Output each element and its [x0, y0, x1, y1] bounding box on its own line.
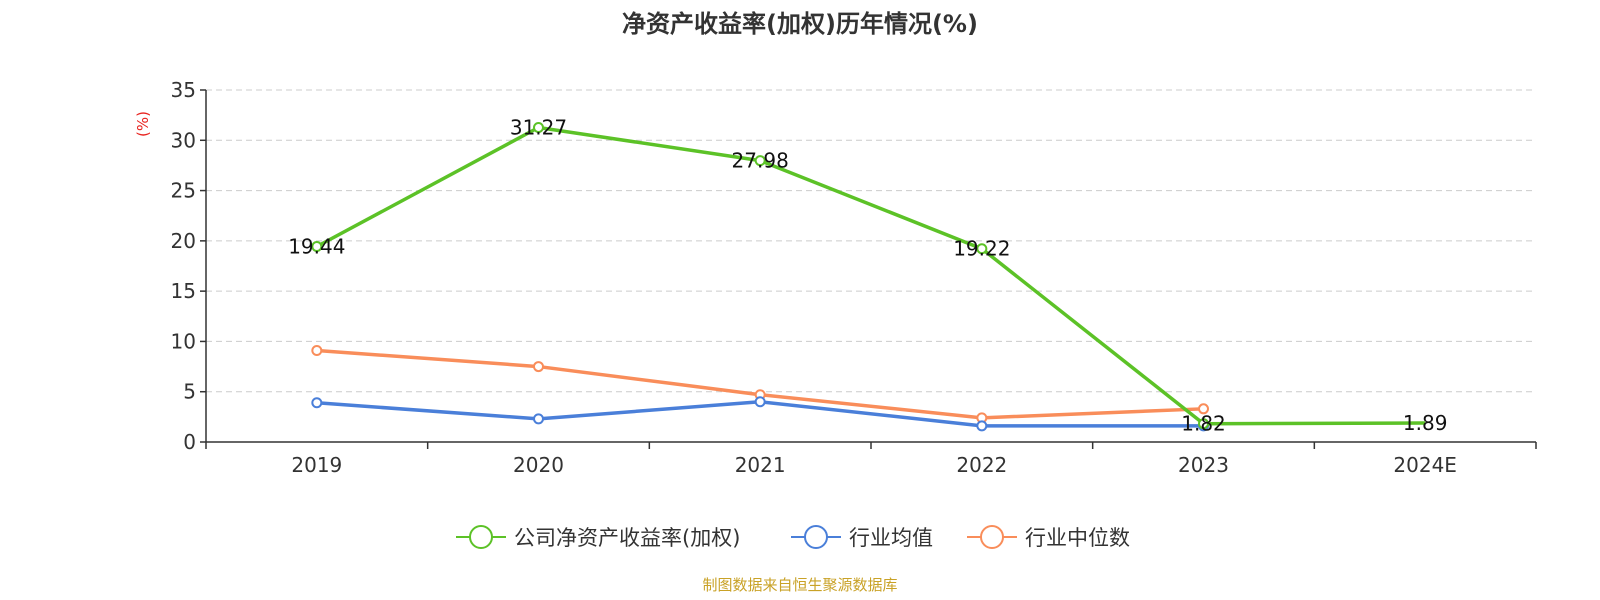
data-point[interactable]: [1198, 418, 1209, 430]
legend-marker: [804, 525, 828, 549]
y-axis-unit: (%): [134, 111, 152, 137]
legend-label: 公司净资产收益率(加权): [514, 526, 740, 550]
data-point[interactable]: [533, 122, 544, 134]
chart-title: 净资产收益率(加权)历年情况(%): [622, 10, 978, 38]
data-point[interactable]: [976, 243, 988, 255]
x-tick-label: 2023: [1178, 453, 1229, 477]
series-line-2: [316, 348, 1204, 420]
y-tick-label: 0: [183, 430, 196, 454]
data-labels: 19.44 31.27 27.98 19.22 1.82 1.89: [288, 116, 1447, 436]
legend[interactable]: 公司净资产收益率(加权) 行业均值 行业中位数: [456, 525, 1130, 550]
legend-item-1[interactable]: 行业均值: [791, 525, 933, 550]
data-source-note: 制图数据来自恒生聚源数据库: [702, 576, 897, 594]
y-tick-label: 25: [171, 179, 196, 203]
x-tick-label: 2024E: [1393, 453, 1457, 477]
legend-marker: [469, 525, 493, 549]
grid-lines: [206, 89, 1536, 393]
axes: [200, 89, 1537, 449]
data-point[interactable]: [533, 361, 544, 373]
data-label: 27.98: [732, 149, 789, 173]
y-tick-label: 20: [171, 229, 196, 253]
y-tick-label: 15: [171, 279, 196, 303]
x-tick-label: 2022: [956, 453, 1007, 477]
data-point[interactable]: [1198, 403, 1209, 415]
x-tick-label: 2019: [291, 453, 342, 477]
data-label: 19.22: [953, 237, 1010, 261]
legend-item-0[interactable]: 公司净资产收益率(加权): [456, 525, 740, 550]
series-line-0: [316, 125, 1426, 426]
data-point[interactable]: [311, 240, 323, 252]
data-label: 31.27: [510, 116, 567, 140]
data-point[interactable]: [533, 413, 544, 425]
x-tick-label: 2021: [735, 453, 786, 477]
y-tick-label: 30: [171, 128, 196, 152]
series-lines: [311, 122, 1426, 432]
data-point[interactable]: [976, 420, 988, 432]
data-point[interactable]: [311, 397, 323, 409]
y-tick-label: 5: [183, 380, 196, 404]
y-tick-label: 35: [171, 78, 196, 102]
data-point[interactable]: [311, 344, 323, 356]
data-label: 19.44: [288, 234, 345, 258]
legend-marker: [980, 525, 1004, 549]
x-tick-label: 2020: [513, 453, 564, 477]
data-label: 1.89: [1403, 411, 1448, 435]
data-point[interactable]: [754, 396, 766, 408]
legend-label: 行业中位数: [1025, 526, 1130, 550]
x-tick-labels: 2019 2020 2021 2022 2023 2024E: [291, 453, 1457, 477]
y-tick-label: 10: [171, 329, 196, 353]
data-point[interactable]: [754, 155, 766, 167]
y-tick-labels: 0 5 10 15 20 25 30 35: [171, 78, 196, 454]
legend-item-2[interactable]: 行业中位数: [967, 525, 1130, 550]
data-label: 1.82: [1181, 412, 1226, 436]
legend-label: 行业均值: [849, 526, 933, 550]
